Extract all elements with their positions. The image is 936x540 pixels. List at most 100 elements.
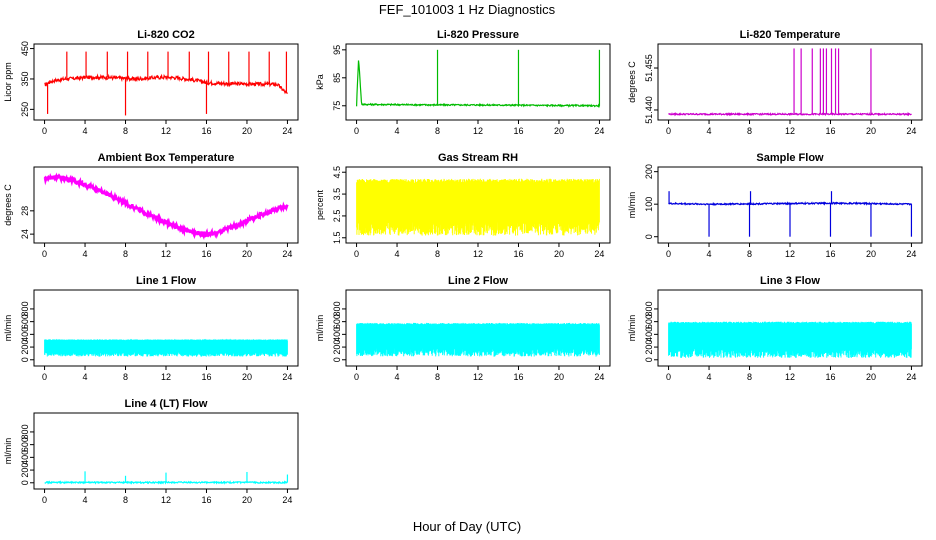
x-tick-label: 0 bbox=[354, 372, 359, 382]
panel-1: Li-820 Pressure 0 4 8 12 16 20 24 75 85 95 kPa bbox=[315, 29, 611, 136]
y-axis-label: Licor ppm bbox=[3, 62, 13, 102]
series-line bbox=[44, 338, 288, 344]
x-tick-label: 0 bbox=[666, 126, 671, 136]
x-axis: 0 4 8 12 16 20 24 bbox=[42, 119, 292, 136]
x-tick-label: 12 bbox=[473, 372, 483, 382]
y-tick-label: 400 bbox=[20, 450, 30, 465]
x-tick-label: 8 bbox=[747, 126, 752, 136]
x-tick-label: 8 bbox=[435, 372, 440, 382]
x-tick-label: 4 bbox=[83, 126, 88, 136]
y-tick-label: 51.440 bbox=[644, 96, 654, 124]
x-tick-label: 12 bbox=[785, 372, 795, 382]
y-axis-label: ml/min bbox=[3, 315, 13, 342]
x-tick-label: 4 bbox=[83, 495, 88, 505]
x-tick-label: 12 bbox=[161, 126, 171, 136]
x-tick-label: 24 bbox=[282, 372, 292, 382]
series-line bbox=[668, 111, 912, 117]
y-tick-label: 2.5 bbox=[332, 210, 342, 223]
y-axis-label: ml/min bbox=[3, 438, 13, 465]
y-tick-label: 800 bbox=[644, 301, 654, 316]
panel-title: Ambient Box Temperature bbox=[98, 152, 235, 164]
x-tick-label: 8 bbox=[123, 249, 128, 259]
x-tick-label: 24 bbox=[906, 372, 916, 382]
y-tick-label: 0 bbox=[644, 357, 654, 362]
x-tick-label: 16 bbox=[825, 126, 835, 136]
x-tick-label: 8 bbox=[435, 249, 440, 259]
y-axis-label: ml/min bbox=[315, 315, 325, 342]
y-tick-label: 200 bbox=[20, 463, 30, 478]
x-axis: 0 4 8 12 16 20 24 bbox=[666, 242, 916, 259]
series-line bbox=[43, 172, 289, 241]
x-tick-label: 16 bbox=[201, 249, 211, 259]
series-band bbox=[356, 178, 600, 236]
x-tick-label: 4 bbox=[707, 126, 712, 136]
x-tick-label: 24 bbox=[594, 126, 604, 136]
y-tick-label: 4.5 bbox=[332, 166, 342, 179]
y-axis-label: percent bbox=[315, 189, 325, 220]
x-tick-label: 4 bbox=[707, 249, 712, 259]
y-axis: 250 350 450 bbox=[20, 41, 35, 117]
x-tick-label: 12 bbox=[161, 249, 171, 259]
x-tick-label: 20 bbox=[554, 372, 564, 382]
plot-frame bbox=[345, 43, 611, 121]
x-axis: 0 4 8 12 16 20 24 bbox=[354, 365, 604, 382]
x-tick-label: 24 bbox=[906, 126, 916, 136]
panel-title: Li-820 CO2 bbox=[137, 29, 194, 41]
y-tick-label: 600 bbox=[20, 437, 30, 452]
x-tick-label: 8 bbox=[123, 372, 128, 382]
x-axis: 0 4 8 12 16 20 24 bbox=[42, 365, 292, 382]
y-axis-label: ml/min bbox=[627, 192, 637, 219]
series-line bbox=[44, 73, 288, 95]
panel-title: Line 3 Flow bbox=[760, 275, 820, 287]
y-tick-label: 1.5 bbox=[332, 232, 342, 245]
x-tick-label: 16 bbox=[201, 495, 211, 505]
y-tick-label: 250 bbox=[20, 102, 30, 117]
x-axis: 0 4 8 12 16 20 24 bbox=[666, 119, 916, 136]
figure-xlabel: Hour of Day (UTC) bbox=[413, 519, 521, 534]
series-area bbox=[44, 471, 289, 485]
x-axis: 0 4 8 12 16 20 24 bbox=[354, 119, 604, 136]
x-tick-label: 24 bbox=[594, 249, 604, 259]
x-tick-label: 24 bbox=[282, 126, 292, 136]
panel-5: Sample Flow 0 4 8 12 16 20 24 0 100 200 ml/min bbox=[627, 152, 923, 259]
y-tick-label: 200 bbox=[332, 340, 342, 355]
y-tick-label: 0 bbox=[20, 357, 30, 362]
x-axis: 0 4 8 12 16 20 24 bbox=[42, 488, 292, 505]
x-tick-label: 12 bbox=[161, 495, 171, 505]
x-tick-label: 0 bbox=[42, 126, 47, 136]
y-tick-label: 28 bbox=[20, 206, 30, 216]
x-tick-label: 16 bbox=[513, 249, 523, 259]
y-tick-label: 24 bbox=[20, 229, 30, 239]
x-tick-label: 0 bbox=[42, 495, 47, 505]
x-tick-label: 20 bbox=[866, 372, 876, 382]
plot-frame bbox=[657, 43, 923, 121]
y-tick-label: 95 bbox=[332, 45, 342, 55]
series-line bbox=[356, 322, 600, 328]
y-tick-label: 400 bbox=[332, 327, 342, 342]
series-area bbox=[668, 191, 913, 237]
figure-title: FEF_101003 1 Hz Diagnostics bbox=[379, 2, 556, 17]
series-area bbox=[44, 338, 288, 357]
series-band bbox=[668, 321, 912, 358]
y-tick-label: 800 bbox=[332, 301, 342, 316]
series-area bbox=[356, 49, 601, 109]
x-tick-label: 12 bbox=[785, 249, 795, 259]
x-tick-label: 20 bbox=[866, 126, 876, 136]
y-tick-label: 3.5 bbox=[332, 188, 342, 201]
x-axis: 0 4 8 12 16 20 24 bbox=[42, 242, 292, 259]
y-axis: 0 100 200 bbox=[644, 164, 659, 239]
y-tick-label: 400 bbox=[644, 327, 654, 342]
y-tick-label: 0 bbox=[20, 480, 30, 485]
panel-2: Li-820 Temperature 0 4 8 12 16 20 24 51.440 51.45… bbox=[627, 29, 923, 136]
y-axis-label: degrees C bbox=[3, 184, 13, 226]
y-tick-label: 200 bbox=[644, 340, 654, 355]
x-axis: 0 4 8 12 16 20 24 bbox=[666, 365, 916, 382]
panel-4: Gas Stream RH 0 4 8 12 16 20 24 1.5 2.5 3.5 4.5 perc… bbox=[315, 152, 611, 259]
panel-0: Li-820 CO2 0 4 8 12 16 20 24 250 350 450 Licor ppm bbox=[3, 29, 299, 136]
y-axis: 75 85 95 bbox=[332, 45, 347, 111]
x-tick-label: 20 bbox=[242, 126, 252, 136]
x-tick-label: 16 bbox=[513, 372, 523, 382]
